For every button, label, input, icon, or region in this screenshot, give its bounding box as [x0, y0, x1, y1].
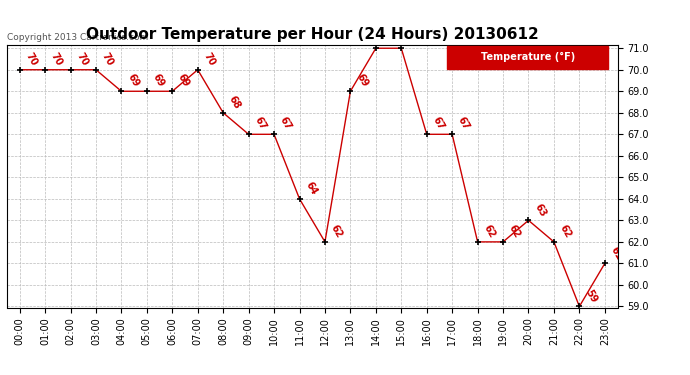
Text: 70: 70 — [100, 51, 115, 68]
Text: 69: 69 — [354, 72, 370, 89]
Text: Temperature (°F): Temperature (°F) — [481, 52, 575, 62]
Text: 61: 61 — [609, 244, 624, 261]
FancyBboxPatch shape — [446, 46, 609, 69]
Text: 59: 59 — [583, 288, 599, 304]
Text: 67: 67 — [431, 116, 446, 132]
Text: 62: 62 — [482, 223, 497, 240]
Text: 71: 71 — [380, 29, 395, 46]
Text: 64: 64 — [304, 180, 319, 197]
Text: 62: 62 — [507, 223, 522, 240]
Text: 67: 67 — [253, 116, 268, 132]
Text: 67: 67 — [456, 116, 471, 132]
Text: 70: 70 — [49, 51, 64, 68]
Text: 68: 68 — [227, 94, 242, 111]
Text: 67: 67 — [278, 116, 293, 132]
Text: 70: 70 — [201, 51, 217, 68]
Text: 69: 69 — [125, 72, 141, 89]
Text: 69: 69 — [150, 72, 166, 89]
Text: 70: 70 — [23, 51, 39, 68]
Text: 71: 71 — [405, 29, 420, 46]
Text: 62: 62 — [558, 223, 573, 240]
Text: 63: 63 — [532, 201, 548, 218]
Text: 62: 62 — [328, 223, 344, 240]
Text: 70: 70 — [75, 51, 90, 68]
Text: 69: 69 — [176, 72, 192, 89]
Text: Copyright 2013 Cartronics.com: Copyright 2013 Cartronics.com — [7, 33, 148, 42]
Title: Outdoor Temperature per Hour (24 Hours) 20130612: Outdoor Temperature per Hour (24 Hours) … — [86, 27, 539, 42]
